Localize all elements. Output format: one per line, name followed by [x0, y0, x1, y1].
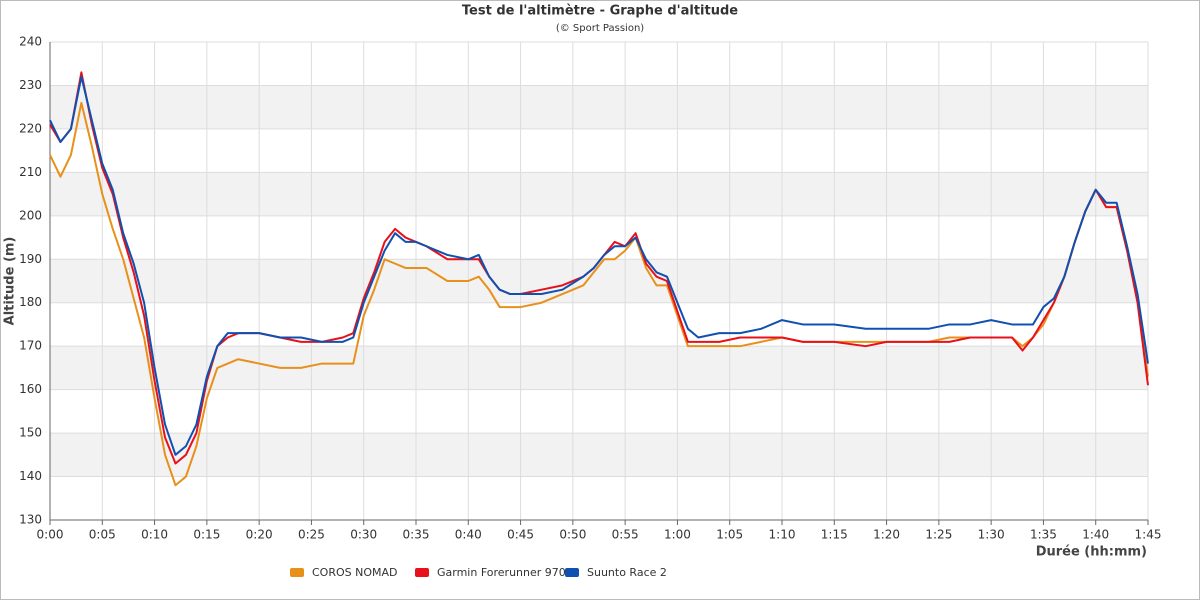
x-tick-label: 0:40: [455, 528, 482, 542]
x-tick-label: 0:45: [507, 528, 534, 542]
x-tick-label: 0:20: [246, 528, 273, 542]
x-tick-label: 0:15: [193, 528, 220, 542]
y-tick-label: 160: [19, 382, 42, 396]
x-tick-label: 0:35: [403, 528, 430, 542]
grid-band: [50, 433, 1148, 477]
legend-label: COROS NOMAD: [312, 566, 398, 579]
x-tick-label: 1:30: [978, 528, 1005, 542]
y-tick-label: 140: [19, 469, 42, 483]
x-tick-label: 1:00: [664, 528, 691, 542]
x-tick-label: 0:05: [89, 528, 116, 542]
x-tick-label: 0:25: [298, 528, 325, 542]
y-tick-label: 190: [19, 252, 42, 266]
series-line: [49, 71, 1149, 465]
x-tick-label: 0:50: [559, 528, 586, 542]
x-tick-label: 1:25: [925, 528, 952, 542]
legend-marker: [415, 568, 429, 577]
x-tick-label: 0:55: [612, 528, 639, 542]
grid-band: [50, 172, 1148, 216]
x-tick-label: 1:15: [821, 528, 848, 542]
legend-marker: [565, 568, 579, 577]
x-tick-label: 1:35: [1030, 528, 1057, 542]
chart-subtitle: (© Sport Passion): [556, 23, 644, 34]
chart-title: Test de l'altimètre - Graphe d'altitude: [462, 4, 738, 19]
y-tick-label: 150: [19, 426, 42, 440]
y-tick-label: 170: [19, 339, 42, 353]
grid-band: [50, 346, 1148, 390]
y-axis-title: Altitude (m): [3, 237, 18, 326]
x-tick-label: 1:05: [716, 528, 743, 542]
y-tick-label: 210: [19, 165, 42, 179]
y-tick-label: 230: [19, 78, 42, 92]
x-tick-label: 1:45: [1135, 528, 1162, 542]
y-tick-label: 240: [19, 35, 42, 49]
legend-label: Suunto Race 2: [587, 566, 667, 579]
x-tick-label: 0:10: [141, 528, 168, 542]
x-tick-label: 1:20: [873, 528, 900, 542]
y-tick-label: 180: [19, 295, 42, 309]
x-tick-label: 0:00: [37, 528, 64, 542]
y-tick-label: 130: [19, 513, 42, 527]
x-tick-label: 0:30: [350, 528, 377, 542]
legend-label: Garmin Forerunner 970: [437, 566, 566, 579]
x-tick-label: 1:40: [1082, 528, 1109, 542]
x-tick-label: 1:10: [769, 528, 796, 542]
y-tick-label: 200: [19, 208, 42, 222]
grid-band: [50, 85, 1148, 129]
legend-marker: [290, 568, 304, 577]
series-line: [49, 75, 1149, 456]
x-axis-title: Durée (hh:mm): [1036, 545, 1147, 560]
y-tick-label: 220: [19, 121, 42, 135]
